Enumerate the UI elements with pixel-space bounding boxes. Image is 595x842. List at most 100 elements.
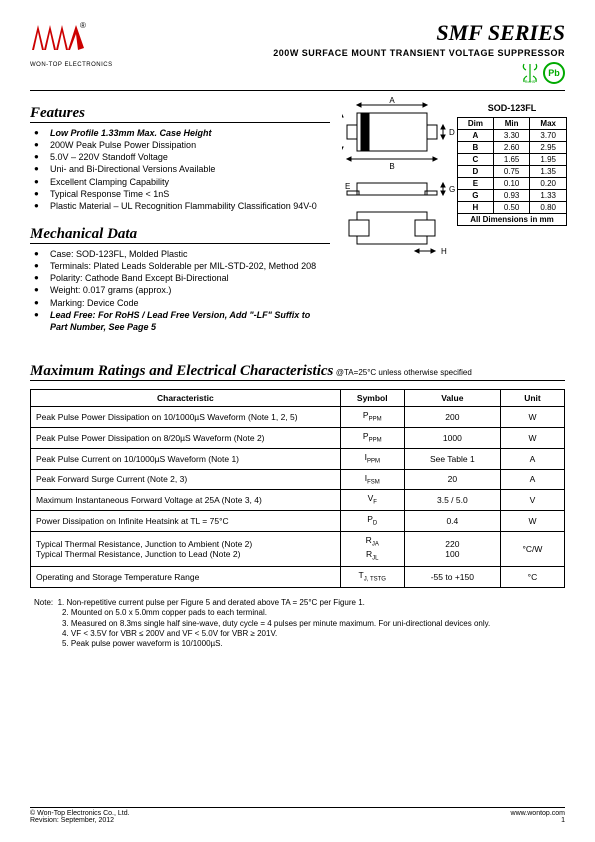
mechanical-list: Case: SOD-123FL, Molded Plastic Terminal… [30, 248, 330, 333]
maxratings-unit: A [500, 448, 564, 469]
features-title: Features [30, 105, 330, 122]
dim-cell: 2.60 [493, 142, 530, 154]
dim-header: Min [493, 118, 530, 130]
header-rule [30, 90, 565, 91]
maxratings-unit: V [500, 490, 564, 511]
maxratings-unit: A [500, 469, 564, 490]
notes-block: Note: 1. Non-repetitive current pulse pe… [30, 598, 565, 650]
series-title: SMF SERIES [273, 20, 565, 46]
footer-revision: Revision: September, 2012 [30, 817, 130, 824]
dim-cell: D [458, 166, 494, 178]
features-underline [30, 122, 330, 123]
feature-item: Uni- and Bi-Directional Versions Availab… [34, 163, 330, 175]
feature-item: Plastic Material – UL Recognition Flamma… [34, 200, 330, 212]
maxratings-condition: @TA=25°C unless otherwise specified [336, 368, 472, 377]
maxratings-symbol: IFSM [340, 469, 404, 490]
dim-cell: 0.93 [493, 190, 530, 202]
dim-cell: 0.80 [530, 202, 567, 214]
maxratings-underline [30, 380, 565, 381]
dim-table: Dim Min Max A3.303.70 B2.602.95 C1.651.9… [457, 117, 567, 226]
maxratings-title: Maximum Ratings and Electrical Character… [30, 363, 333, 379]
svg-text:®: ® [80, 21, 86, 30]
dim-cell: 3.70 [530, 130, 567, 142]
maxratings-value: -55 to +150 [404, 566, 500, 587]
dim-cell: A [458, 130, 494, 142]
dim-cell: 1.35 [530, 166, 567, 178]
svg-text:D: D [449, 128, 455, 137]
svg-text:E: E [345, 182, 350, 191]
dim-cell: 1.65 [493, 154, 530, 166]
maxratings-header: Unit [500, 389, 564, 406]
company-logo-icon: ® [30, 20, 90, 60]
maxratings-value: See Table 1 [404, 448, 500, 469]
logo-block: ® WON-TOP ELECTRONICS [30, 20, 113, 68]
dim-cell: 0.50 [493, 202, 530, 214]
maxratings-symbol: TJ, TSTG [340, 566, 404, 587]
mechanical-item: Weight: 0.017 grams (approx.) [34, 284, 330, 296]
dim-header: Dim [458, 118, 494, 130]
footer-page: 1 [511, 817, 565, 824]
maxratings-char: Peak Forward Surge Current (Note 2, 3) [31, 469, 341, 490]
dim-cell: 1.95 [530, 154, 567, 166]
dim-cell: 0.10 [493, 178, 530, 190]
maxratings-char: Operating and Storage Temperature Range [31, 566, 341, 587]
dim-cell: H [458, 202, 494, 214]
mechanical-item: Case: SOD-123FL, Molded Plastic [34, 248, 330, 260]
dim-cell: 3.30 [493, 130, 530, 142]
maxratings-symbol: IPPM [340, 448, 404, 469]
maxratings-header: Value [404, 389, 500, 406]
maxratings-char: Power Dissipation on Infinite Heatsink a… [31, 511, 341, 532]
mechanical-item: Polarity: Cathode Band Except Bi-Directi… [34, 272, 330, 284]
svg-text:A: A [389, 96, 395, 105]
maxratings-symbol: VF [340, 490, 404, 511]
dim-cell: E [458, 178, 494, 190]
dim-cell: 2.95 [530, 142, 567, 154]
feature-item: Typical Response Time < 1nS [34, 188, 330, 200]
features-list: Low Profile 1.33mm Max. Case Height 200W… [30, 127, 330, 212]
mechanical-item: Lead Free: For RoHS / Lead Free Version,… [50, 310, 310, 332]
maxratings-symbol: PD [340, 511, 404, 532]
footer-copyright: © Won-Top Electronics Co., Ltd. [30, 810, 130, 817]
maxratings-value: 220100 [404, 532, 500, 567]
maxratings-value: 0.4 [404, 511, 500, 532]
maxratings-unit: W [500, 511, 564, 532]
maxratings-table: Characteristic Symbol Value Unit Peak Pu… [30, 389, 565, 588]
maxratings-symbol: PPPM [340, 406, 404, 427]
dim-table-caption: SOD-123FL [457, 103, 567, 113]
footer-url: www.wontop.com [511, 810, 565, 817]
maxratings-symbol: RJARJL [340, 532, 404, 567]
maxratings-unit: W [500, 427, 564, 448]
maxratings-char: Peak Pulse Current on 10/1000µS Waveform… [31, 448, 341, 469]
maxratings-value: 20 [404, 469, 500, 490]
maxratings-char: Typical Thermal Resistance, Junction to … [31, 532, 341, 567]
svg-text:B: B [389, 162, 394, 171]
svg-text:H: H [441, 247, 447, 255]
maxratings-value: 200 [404, 406, 500, 427]
maxratings-char: Maximum Instantaneous Forward Voltage at… [31, 490, 341, 511]
note-item: 4. VF < 3.5V for VBR ≤ 200V and VF < 5.0… [34, 629, 565, 639]
feature-item: Low Profile 1.33mm Max. Case Height [50, 128, 212, 138]
mechanical-title: Mechanical Data [30, 226, 330, 243]
maxratings-char: Peak Pulse Power Dissipation on 8/20µS W… [31, 427, 341, 448]
maxratings-unit: W [500, 406, 564, 427]
pb-free-icon: Pb [543, 62, 565, 84]
note-item: 1. Non-repetitive current pulse per Figu… [58, 598, 365, 607]
maxratings-symbol: PPPM [340, 427, 404, 448]
note-item: 2. Mounted on 5.0 x 5.0mm copper pads to… [34, 608, 565, 618]
note-item: 5. Peak pulse power waveform is 10/1000µ… [34, 639, 565, 649]
dim-cell: G [458, 190, 494, 202]
dim-header: Max [530, 118, 567, 130]
maxratings-unit: °C/W [500, 532, 564, 567]
maxratings-header: Characteristic [31, 389, 341, 406]
maxratings-value: 3.5 / 5.0 [404, 490, 500, 511]
series-subtitle: 200W SURFACE MOUNT TRANSIENT VOLTAGE SUP… [273, 48, 565, 58]
svg-text:Pb: Pb [548, 68, 560, 78]
dim-cell: 1.33 [530, 190, 567, 202]
mechanical-item: Marking: Device Code [34, 297, 330, 309]
feature-item: 5.0V – 220V Standoff Voltage [34, 151, 330, 163]
header: ® WON-TOP ELECTRONICS SMF SERIES 200W SU… [30, 20, 565, 86]
maxratings-value: 1000 [404, 427, 500, 448]
dim-cell: C [458, 154, 494, 166]
maxratings-char: Peak Pulse Power Dissipation on 10/1000µ… [31, 406, 341, 427]
dim-footer: All Dimensions in mm [458, 214, 567, 226]
